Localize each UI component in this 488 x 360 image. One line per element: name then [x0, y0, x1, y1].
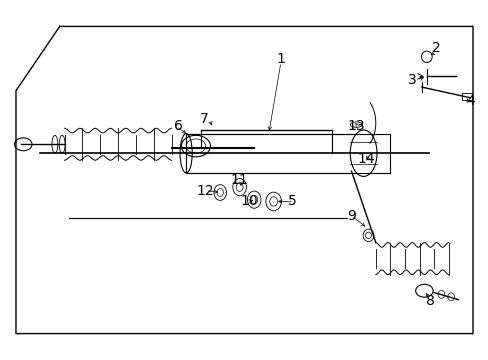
Text: 1: 1 — [276, 51, 285, 66]
Text: 10: 10 — [240, 194, 258, 208]
Text: 2: 2 — [431, 41, 440, 55]
Text: 12: 12 — [196, 184, 214, 198]
Text: 9: 9 — [346, 209, 355, 223]
Text: 14: 14 — [357, 152, 374, 166]
Text: 7: 7 — [200, 112, 208, 126]
Text: 4: 4 — [465, 94, 474, 108]
Bar — [461, 93, 471, 100]
Text: 13: 13 — [347, 120, 365, 134]
Text: 5: 5 — [287, 194, 296, 208]
Text: 3: 3 — [407, 73, 416, 87]
Text: 8: 8 — [425, 294, 434, 309]
Text: 6: 6 — [174, 120, 183, 134]
Text: 11: 11 — [230, 173, 248, 187]
